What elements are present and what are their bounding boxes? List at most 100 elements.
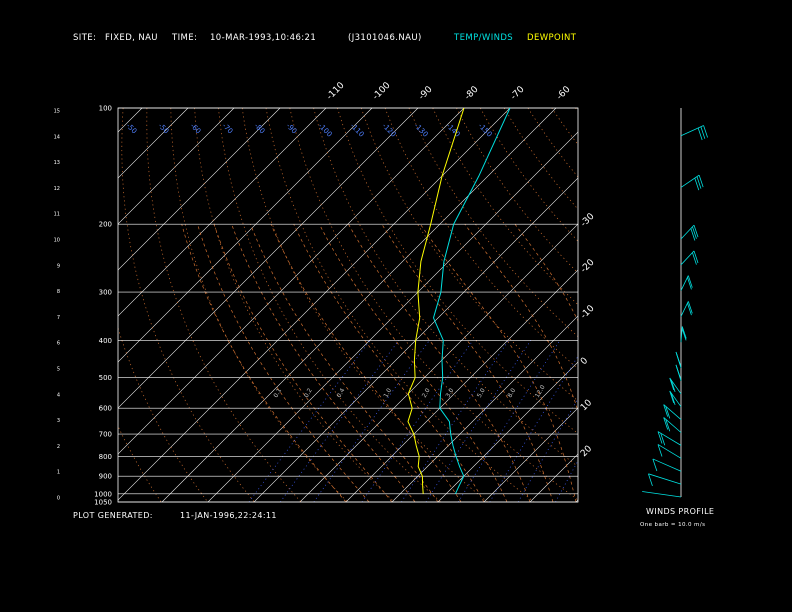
isotherm-line (299, 223, 578, 502)
mixing-ratio-line (555, 459, 578, 502)
wind-barb-flag (703, 125, 708, 138)
moist-adiabat (348, 223, 531, 502)
wind-barb (680, 125, 704, 137)
wind-barb-flag (665, 419, 671, 432)
isotherm-line (161, 108, 557, 502)
wind-barb-flag (696, 176, 702, 189)
theta-label: -70 (221, 122, 235, 136)
isotherm-line (118, 108, 373, 363)
wind-barb-flag (663, 417, 669, 430)
mixing-ratio-label: 1.0 (382, 387, 393, 399)
isotherm-line (118, 108, 143, 133)
wind-barb-flag (652, 458, 658, 472)
moist-adiabat (181, 224, 347, 502)
pressure-tick-label: 600 (99, 405, 112, 413)
isotherm-right-label: -10 (579, 303, 597, 321)
dry-adiabat (337, 108, 578, 434)
isotherm-right-label: 10 (579, 398, 594, 413)
wind-barb-flag (681, 328, 687, 341)
dry-adiabat (647, 108, 792, 502)
height-tick-label: 13 (54, 160, 60, 166)
mixing-ratio-label: 0.2 (303, 387, 314, 399)
wind-barb-flag (660, 433, 666, 446)
theta-label: -120 (381, 122, 398, 139)
legend-temp-winds: TEMP/WINDS (454, 33, 514, 43)
dry-adiabat (121, 108, 255, 502)
wind-barb (663, 404, 682, 420)
moist-adiabat (213, 223, 393, 502)
height-tick-label: 12 (54, 186, 60, 192)
dry-adiabat (313, 108, 578, 467)
isotherm-line (118, 108, 511, 501)
wind-barb-flag (693, 225, 699, 238)
dry-adiabat (671, 108, 792, 502)
pressure-tick-label: 200 (99, 221, 112, 229)
wind-barb-flag (697, 127, 703, 141)
moist-adiabat (420, 223, 577, 502)
wind-barb-flag (657, 444, 663, 457)
dry-adiabat (265, 108, 535, 502)
isotherm-line (575, 499, 578, 502)
background-diagram (40, 108, 792, 502)
isotherm-line (345, 269, 578, 502)
wind-barb-flag (648, 473, 653, 486)
height-tick-label: 14 (54, 134, 60, 140)
wind-barb (642, 491, 682, 498)
mixing-ratio-label: 0.1 (272, 387, 283, 399)
dry-adiabat (40, 108, 114, 502)
mixing-ratio-label: 8.0 (506, 387, 517, 399)
isotherm-line (253, 177, 578, 502)
moist-adiabat (231, 223, 416, 502)
isotherm-top-label: -70 (509, 84, 527, 102)
dry-adiabat (170, 108, 348, 502)
moist-adiabat (250, 223, 439, 502)
wind-barb-flag (670, 392, 676, 405)
dry-adiabat (432, 108, 578, 306)
pressure-tick-label: 1050 (94, 499, 112, 507)
moist-adiabat (318, 223, 508, 502)
mixing-ratio-line (458, 340, 561, 502)
isotherm-right-label: -20 (579, 257, 597, 275)
wind-barb (680, 275, 689, 291)
mixing-ratio-line (425, 340, 532, 502)
isotherm-line (118, 108, 419, 409)
dry-adiabat (527, 108, 578, 178)
height-tick-label: 5 (57, 367, 60, 373)
wind-barb-flag (687, 303, 692, 316)
mixing-ratio-label: 3.0 (445, 387, 456, 399)
mixing-ratio-line (401, 340, 509, 502)
wind-barb (680, 224, 695, 240)
wind-barb (657, 444, 682, 459)
dry-adiabat (479, 108, 578, 242)
isotherm-top-label: -110 (325, 80, 347, 102)
isotherm-line (118, 108, 235, 225)
height-tick-label: 3 (57, 418, 60, 424)
mixing-ratio-label: 2.0 (421, 387, 432, 399)
dry-adiabat (360, 108, 578, 402)
dry-adiabat (384, 108, 578, 370)
wind-barb-flag (670, 379, 676, 393)
isotherm-line (391, 315, 578, 502)
pressure-tick-label: 700 (99, 431, 112, 439)
height-tick-label: 7 (57, 315, 60, 321)
height-tick-label: 0 (57, 496, 60, 502)
winds-profile (642, 108, 708, 498)
isotherm-top-label: -80 (463, 84, 481, 102)
header-file-id: (J3101046.NAU) (348, 33, 422, 43)
temperature-trace (432, 108, 511, 495)
wind-barb-flag (694, 177, 700, 191)
pressure-tick-label: 800 (99, 453, 112, 461)
dry-adiabat (241, 108, 488, 502)
header-site-value: FIXED, NAU (105, 33, 158, 43)
wind-barb-flag (693, 250, 699, 264)
mixing-ratio-line (361, 340, 474, 502)
isotherm-line (118, 108, 327, 317)
wind-barb-flag (690, 228, 696, 241)
isotherm-right-label: 0 (579, 356, 590, 367)
header-site-label: SITE: (73, 33, 97, 43)
mixing-ratio-line (489, 355, 578, 502)
pressure-tick-label: 1000 (94, 490, 112, 498)
wind-barb-flag (698, 175, 704, 188)
moist-adiabat (381, 223, 554, 502)
